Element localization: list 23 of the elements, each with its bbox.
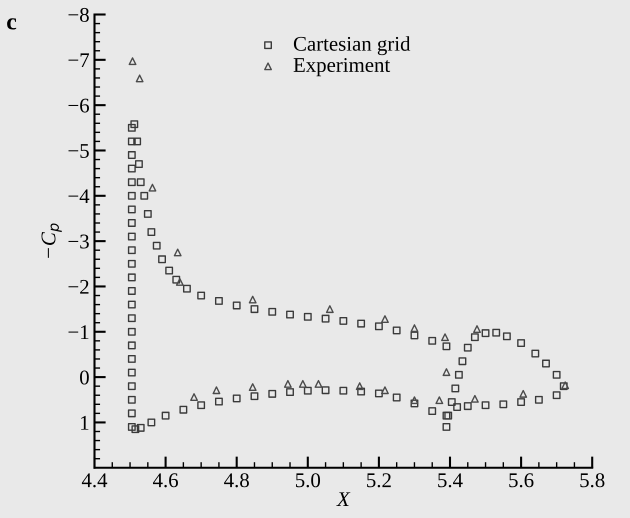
x-tick-label: 5.2 bbox=[367, 473, 391, 488]
y-tick-label: 1 bbox=[81, 416, 88, 430]
text: c bbox=[7, 18, 16, 30]
y-tick-label: −3 bbox=[68, 234, 89, 249]
y-axis-title: −C$_{p}$ bbox=[42, 223, 62, 258]
y-tick-label: −7 bbox=[68, 53, 90, 68]
x-tick-label: 4.6 bbox=[152, 473, 178, 488]
y-tick-label: −5 bbox=[68, 144, 89, 158]
legend-label: Experiment bbox=[294, 58, 390, 76]
legend-label: Cartesian grid bbox=[294, 36, 410, 56]
x-tick-label: 4.4 bbox=[82, 473, 108, 488]
x-tick-label: 5.0 bbox=[296, 473, 320, 488]
x-tick-label: 5.8 bbox=[580, 473, 604, 488]
x-tick-label: 4.8 bbox=[224, 473, 249, 488]
y-tick-label: −6 bbox=[68, 98, 90, 113]
y-tick-label: −8 bbox=[68, 8, 89, 22]
y-tick-label: 0 bbox=[80, 370, 89, 385]
y-tick-label: −1 bbox=[68, 325, 88, 340]
x-tick-label: 5.6 bbox=[509, 473, 534, 488]
y-tick-label: −2 bbox=[68, 280, 88, 294]
x-tick-label: 5.4 bbox=[438, 473, 463, 488]
y-tick-label: −4 bbox=[68, 189, 90, 204]
x-axis-title: X bbox=[336, 492, 350, 506]
